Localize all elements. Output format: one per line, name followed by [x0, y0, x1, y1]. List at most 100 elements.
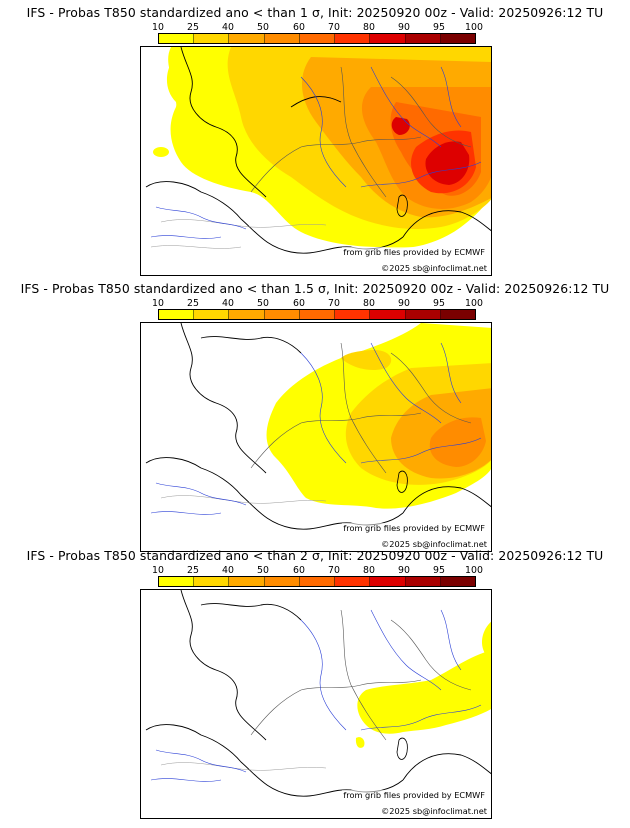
- colorbar-segment: [194, 310, 230, 319]
- coastline: [402, 753, 491, 781]
- colorbar-tick-label: 10: [152, 298, 164, 309]
- map-panel-1: IFS - Probas T850 standardized ano < tha…: [0, 0, 630, 276]
- colorbar-tick-label: 80: [363, 565, 375, 576]
- border: [250, 412, 422, 469]
- colorbar-segment: [405, 577, 441, 586]
- colorbar-tick-label: 95: [433, 22, 445, 33]
- border: [150, 245, 242, 249]
- river: [440, 609, 462, 671]
- colorbar-labels: 10 25 40 50 60 70 80 90 95 100: [152, 22, 483, 34]
- river: [360, 704, 482, 731]
- coastline: [180, 323, 267, 474]
- colorbar-tick-label: 10: [152, 565, 164, 576]
- river: [155, 749, 247, 773]
- probability-map: from grib files provided by ECMWF ©2025 …: [140, 46, 492, 276]
- colorbar-segment: [335, 310, 371, 319]
- river: [370, 342, 442, 424]
- border: [160, 762, 327, 771]
- colorbar-tick-label: 40: [222, 565, 234, 576]
- river: [360, 161, 482, 188]
- colorbar: [158, 309, 476, 320]
- colorbar-tick-label: 90: [398, 22, 410, 33]
- border: [250, 679, 422, 736]
- border: [390, 76, 472, 148]
- prob-area-10: [357, 650, 491, 734]
- colorbar-tick-label: 100: [465, 565, 483, 576]
- colorbar-labels: 10 25 40 50 60 70 80 90 95 100: [152, 298, 483, 310]
- colorbar-segment: [370, 310, 406, 319]
- panel-title: IFS - Probas T850 standardized ano < tha…: [20, 281, 610, 296]
- colorbar-tick-label: 90: [398, 565, 410, 576]
- copyright: ©2025 sb@infoclimat.net: [380, 539, 488, 549]
- colorbar-segment: [194, 577, 230, 586]
- colorbar-segment: [229, 34, 265, 43]
- map-panel-3: IFS - Probas T850 standardized ano < tha…: [0, 543, 630, 819]
- colorbar-segment: [405, 310, 441, 319]
- colorbar-segment: [229, 577, 265, 586]
- colorbar-segment: [440, 34, 475, 43]
- prob-area-25-north: [341, 350, 392, 370]
- colorbar-segment: [440, 310, 475, 319]
- colorbar-tick-label: 95: [433, 565, 445, 576]
- colorbar-segment: [299, 577, 336, 586]
- coastline: [145, 724, 404, 797]
- colorbar-tick-label: 100: [465, 298, 483, 309]
- border: [250, 136, 422, 193]
- border: [390, 619, 472, 691]
- border: [160, 219, 327, 228]
- island-outline: [396, 194, 408, 217]
- colorbar-tick-label: 50: [257, 565, 269, 576]
- prob-area-10-island: [153, 147, 169, 157]
- colorbar-segment: [159, 310, 195, 319]
- colorbar-tick-label: 70: [328, 565, 340, 576]
- coastline: [180, 47, 267, 198]
- river: [360, 437, 482, 464]
- river: [150, 511, 222, 515]
- river: [150, 778, 222, 782]
- river: [440, 342, 462, 404]
- prob-area-10-west: [166, 52, 211, 167]
- colorbar-tick-label: 95: [433, 298, 445, 309]
- colorbar-segment: [299, 310, 336, 319]
- colorbar-tick-label: 80: [363, 298, 375, 309]
- river: [155, 482, 247, 506]
- copyright: ©2025 sb@infoclimat.net: [380, 263, 488, 273]
- colorbar-tick-label: 50: [257, 298, 269, 309]
- data-credit: from grib files provided by ECMWF: [342, 523, 486, 533]
- coastline: [180, 590, 267, 741]
- panel-title: IFS - Probas T850 standardized ano < tha…: [26, 5, 604, 20]
- colorbar-segment: [264, 577, 300, 586]
- colorbar-segment: [335, 577, 371, 586]
- data-credit: from grib files provided by ECMWF: [342, 247, 486, 257]
- colorbar: [158, 576, 476, 587]
- prob-area-50: [429, 417, 486, 467]
- colorbar-labels: 10 25 40 50 60 70 80 90 95 100: [152, 565, 483, 577]
- colorbar-segment: [264, 34, 300, 43]
- colorbar-tick-label: 70: [328, 298, 340, 309]
- coastline: [290, 96, 342, 108]
- colorbar-segment: [159, 577, 195, 586]
- data-credit: from grib files provided by ECMWF: [342, 790, 486, 800]
- colorbar-tick-label: 60: [293, 565, 305, 576]
- river: [440, 66, 462, 128]
- colorbar-segment: [405, 34, 441, 43]
- river: [300, 619, 347, 731]
- colorbar-tick-label: 25: [187, 565, 199, 576]
- coastline: [402, 210, 491, 238]
- river: [300, 352, 347, 464]
- colorbar-segment: [264, 310, 300, 319]
- colorbar-tick-label: 80: [363, 22, 375, 33]
- border: [390, 352, 472, 424]
- colorbar-tick-label: 10: [152, 22, 164, 33]
- prob-area-10-spot: [355, 737, 365, 748]
- border: [340, 342, 387, 474]
- panel-title: IFS - Probas T850 standardized ano < tha…: [26, 548, 604, 563]
- island-outline: [396, 737, 408, 760]
- colorbar-segment: [440, 577, 475, 586]
- colorbar-tick-label: 100: [465, 22, 483, 33]
- border: [160, 495, 327, 504]
- map-panel-2: IFS - Probas T850 standardized ano < tha…: [0, 276, 630, 552]
- colorbar-tick-label: 25: [187, 22, 199, 33]
- colorbar-tick-label: 40: [222, 298, 234, 309]
- colorbar-tick-label: 60: [293, 298, 305, 309]
